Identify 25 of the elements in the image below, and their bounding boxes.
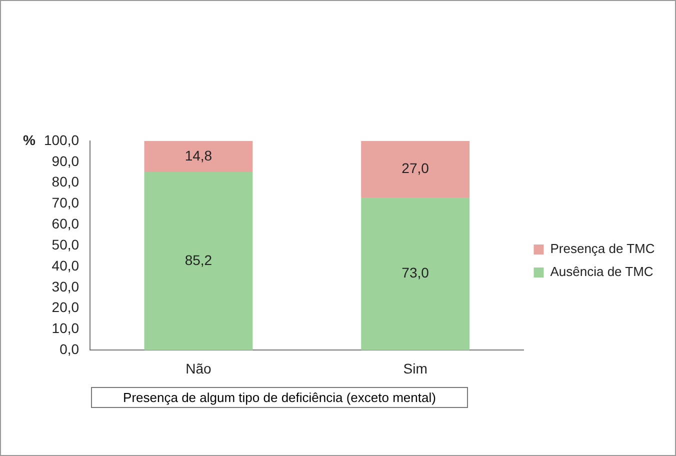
y-tick-label: 100,0: [44, 132, 80, 148]
x-tick-label: Sim: [403, 360, 428, 376]
bar: [361, 141, 470, 198]
data-label: 14,8: [184, 147, 212, 164]
y-tick-label: 80,0: [52, 174, 80, 190]
data-label: 27,0: [402, 160, 430, 176]
data-label: 85,2: [184, 252, 212, 268]
legend-label: Presença de TMC: [550, 241, 655, 256]
y-axis-title: %: [23, 132, 36, 148]
bar: [144, 172, 253, 350]
x-tick-label: Não: [186, 360, 212, 376]
legend-label: Ausência de TMC: [550, 264, 654, 280]
bar: [361, 197, 470, 350]
y-tick-label: 70,0: [52, 194, 80, 211]
y-tick-label: 20,0: [52, 299, 80, 316]
y-tick-label: 40,0: [52, 257, 80, 274]
y-tick-label: 50,0: [52, 236, 80, 252]
y-tick-label: 10,0: [52, 320, 80, 336]
x-axis-title: Presença de algum tipo de deficiência (exceto mental): [91, 387, 468, 408]
bar: [144, 141, 253, 172]
data-label: 73,0: [402, 264, 430, 281]
y-tick-label: 0,0: [60, 341, 80, 358]
y-tick-label: 60,0: [52, 216, 80, 232]
y-tick-label: 90,0: [52, 152, 80, 169]
y-tick-label: 30,0: [52, 278, 80, 294]
